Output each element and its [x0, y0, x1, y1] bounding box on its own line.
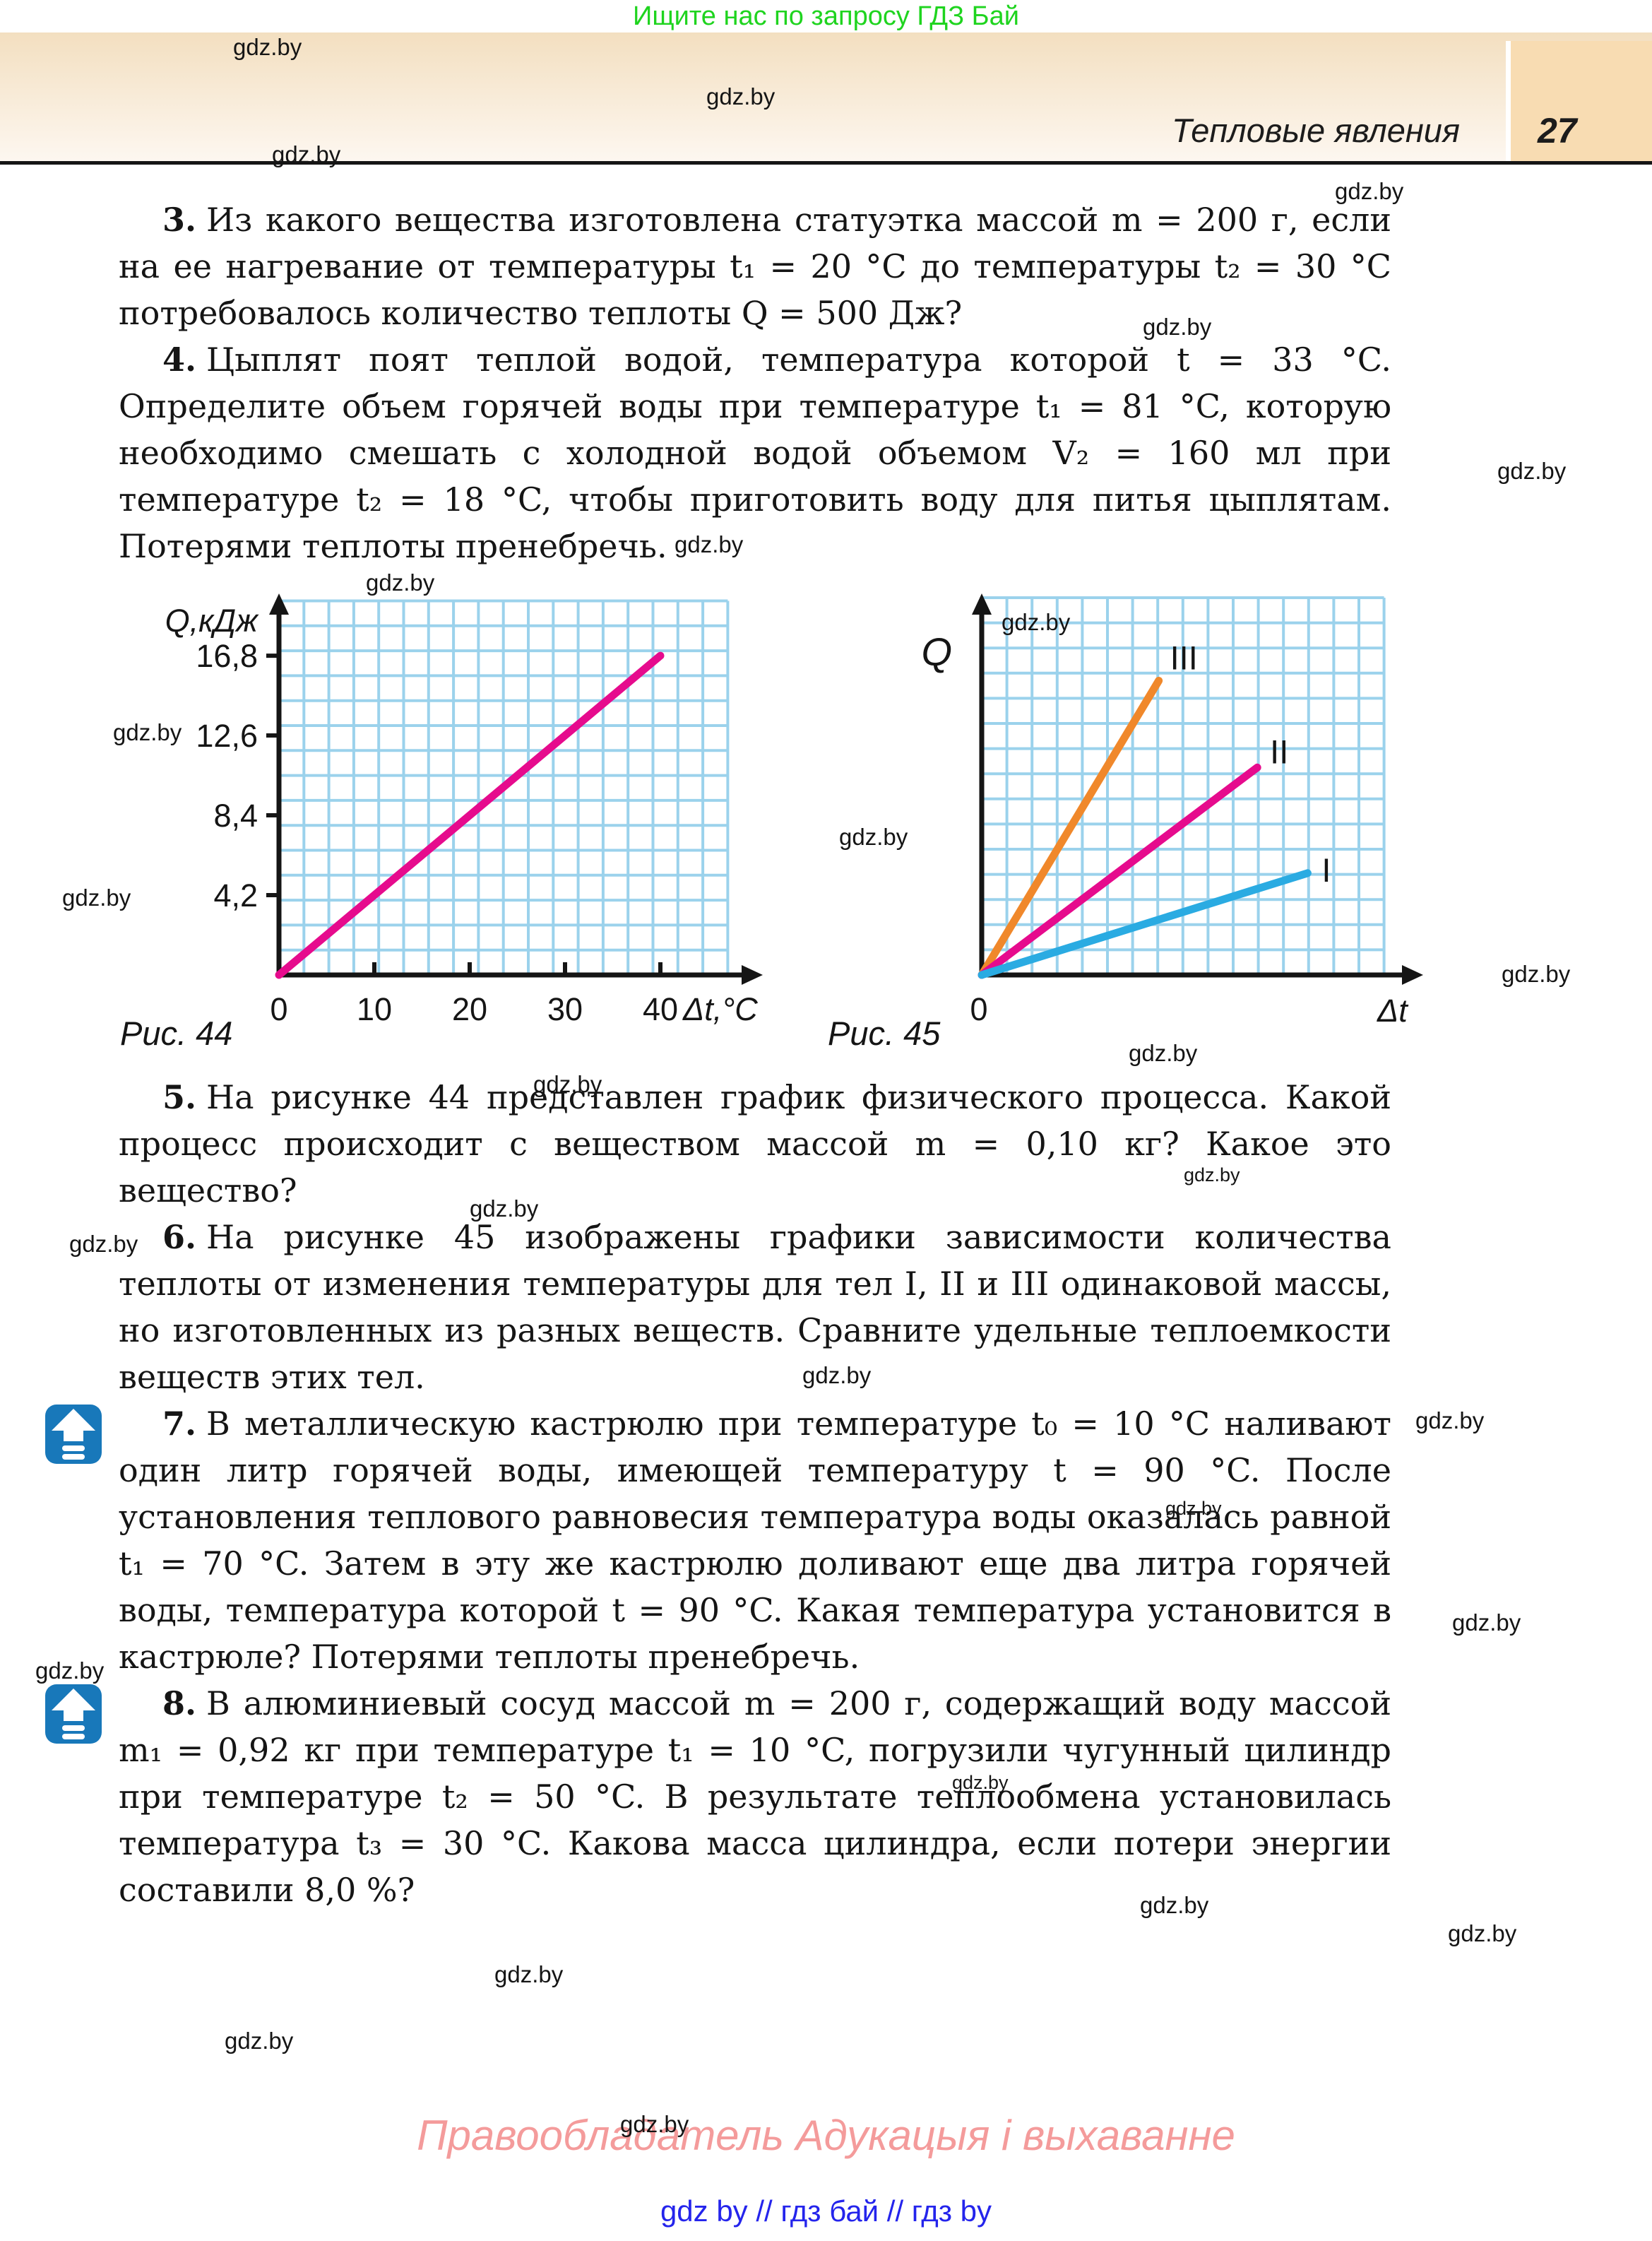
gdz-watermark: gdz.by: [1129, 1040, 1198, 1066]
svg-text:0: 0: [970, 991, 987, 1027]
gdz-watermark: gdz.by: [470, 1195, 539, 1222]
gdz-watermark: gdz.by: [1497, 458, 1567, 484]
problem-5: 5. На рисунке 44 представлен график физич…: [119, 1074, 1391, 1214]
page-number: 27: [1538, 111, 1577, 150]
svg-text:0: 0: [270, 991, 287, 1027]
problem-number: 7.: [162, 1405, 197, 1443]
problem-number: 4.: [162, 341, 197, 379]
page-number-box: 27: [1506, 41, 1652, 161]
svg-text:30: 30: [547, 991, 583, 1027]
svg-text:40: 40: [643, 991, 678, 1027]
gdz-watermark: gdz.by: [225, 2028, 294, 2054]
gdz-watermark: gdz.by: [620, 2111, 689, 2137]
problem-text: На рисунке 44 представлен график физичес…: [119, 1078, 1391, 1210]
promo-banner: Ищите нас по запросу ГДЗ Бай: [0, 0, 1652, 32]
gdz-watermark: gdz.by: [366, 569, 435, 596]
gdz-watermark: gdz.by: [35, 1657, 105, 1684]
gdz-watermark: gdz.by: [62, 885, 131, 911]
svg-text:Δt,°C: Δt,°C: [682, 991, 758, 1027]
page-header: Тепловые явления 27: [0, 32, 1652, 161]
gdz-watermark: gdz.by: [1165, 1498, 1222, 1519]
gdz-watermark: gdz.by: [839, 824, 908, 850]
gdz-watermark: gdz.by: [113, 719, 182, 745]
problem-number: 6.: [162, 1218, 197, 1256]
gdz-watermark: gdz.by: [1452, 1609, 1521, 1636]
gdz-watermark: gdz.by: [675, 531, 744, 557]
figure-44-caption: Рис. 44: [120, 1015, 233, 1052]
gdz-watermark: gdz.by: [1140, 1892, 1209, 1918]
footer-links: gdz by // гдз бай // гдз by: [660, 2194, 992, 2228]
problem-number: 8.: [162, 1684, 197, 1722]
problem-text: В алюминиевый сосуд массой m = 200 г, со…: [119, 1684, 1391, 1909]
problems-column: 3. Из какого вещества изготовлена статуэт…: [45, 196, 1423, 1913]
svg-text:12,6: 12,6: [196, 718, 258, 754]
svg-text:20: 20: [452, 991, 487, 1027]
gdz-watermark: gdz.by: [494, 1961, 564, 1987]
problem-text: На рисунке 45 изображены графики зависим…: [119, 1218, 1391, 1396]
svg-text:Δt: Δt: [1377, 993, 1409, 1029]
svg-text:8,4: 8,4: [213, 798, 258, 834]
problem-text: Цыплят поят теплой водой, температура ко…: [119, 341, 1391, 565]
problem-number: 5.: [162, 1078, 197, 1116]
problem-4: 4. Цыплят поят теплой водой, температура …: [119, 336, 1391, 569]
svg-text:II: II: [1270, 733, 1288, 770]
svg-text:III: III: [1170, 639, 1198, 676]
gdz-watermark: gdz.by: [272, 141, 341, 167]
gdz-watermark: gdz.by: [69, 1231, 138, 1257]
difficulty-marker-icon: [44, 1683, 103, 1745]
figures-row: 4,2 8,4 12,6 16,8 0 10 20 30 40 Δt,°C Q,кДж Q 0 Δt II…: [119, 586, 1423, 1074]
section-title: Тепловые явления: [1172, 112, 1460, 149]
problem-6: 6. На рисунке 45 изображены графики завис…: [119, 1214, 1391, 1400]
problem-8: 8. В алюминиевый сосуд массой m = 200 г, …: [45, 1680, 1391, 1913]
gdz-watermark: gdz.by: [1335, 178, 1404, 204]
svg-text:Q: Q: [921, 629, 952, 674]
svg-text:4,2: 4,2: [213, 877, 258, 913]
figure-45-caption: Рис. 45: [828, 1015, 941, 1052]
problem-text: Из какого вещества изготовлена статуэтка…: [119, 201, 1391, 332]
gdz-watermark: gdz.by: [952, 1772, 1009, 1793]
gdz-watermark: gdz.by: [1002, 609, 1071, 635]
gdz-watermark: gdz.by: [233, 34, 302, 60]
gdz-watermark: gdz.by: [1415, 1407, 1485, 1433]
svg-text:I: I: [1321, 851, 1331, 889]
gdz-watermark: gdz.by: [1184, 1164, 1240, 1185]
problem-text: В металлическую кастрюлю при температуре…: [119, 1405, 1391, 1676]
gdz-watermark: gdz.by: [706, 83, 776, 110]
gdz-watermark: gdz.by: [533, 1071, 602, 1097]
gdz-watermark: gdz.by: [1448, 1920, 1517, 1946]
gdz-watermark: gdz.by: [802, 1362, 872, 1388]
header-divider: [0, 161, 1652, 165]
footer-copyright: Правообладатель Адукацыя і выхаванне: [417, 2112, 1235, 2159]
svg-text:Q,кДж: Q,кДж: [165, 603, 259, 639]
gdz-watermark: gdz.by: [1143, 314, 1212, 340]
problem-3: 3. Из какого вещества изготовлена статуэт…: [119, 196, 1391, 336]
problem-number: 3.: [162, 201, 197, 239]
svg-text:16,8: 16,8: [196, 638, 258, 674]
gdz-watermark: gdz.by: [1502, 961, 1571, 987]
svg-text:10: 10: [357, 991, 392, 1027]
figure-44-chart: 4,2 8,4 12,6 16,8 0 10 20 30 40 Δt,°C Q,кДж: [165, 593, 763, 1027]
problem-7: 7. В металлическую кастрюлю при температу…: [45, 1400, 1391, 1680]
difficulty-marker-icon: [44, 1403, 103, 1465]
